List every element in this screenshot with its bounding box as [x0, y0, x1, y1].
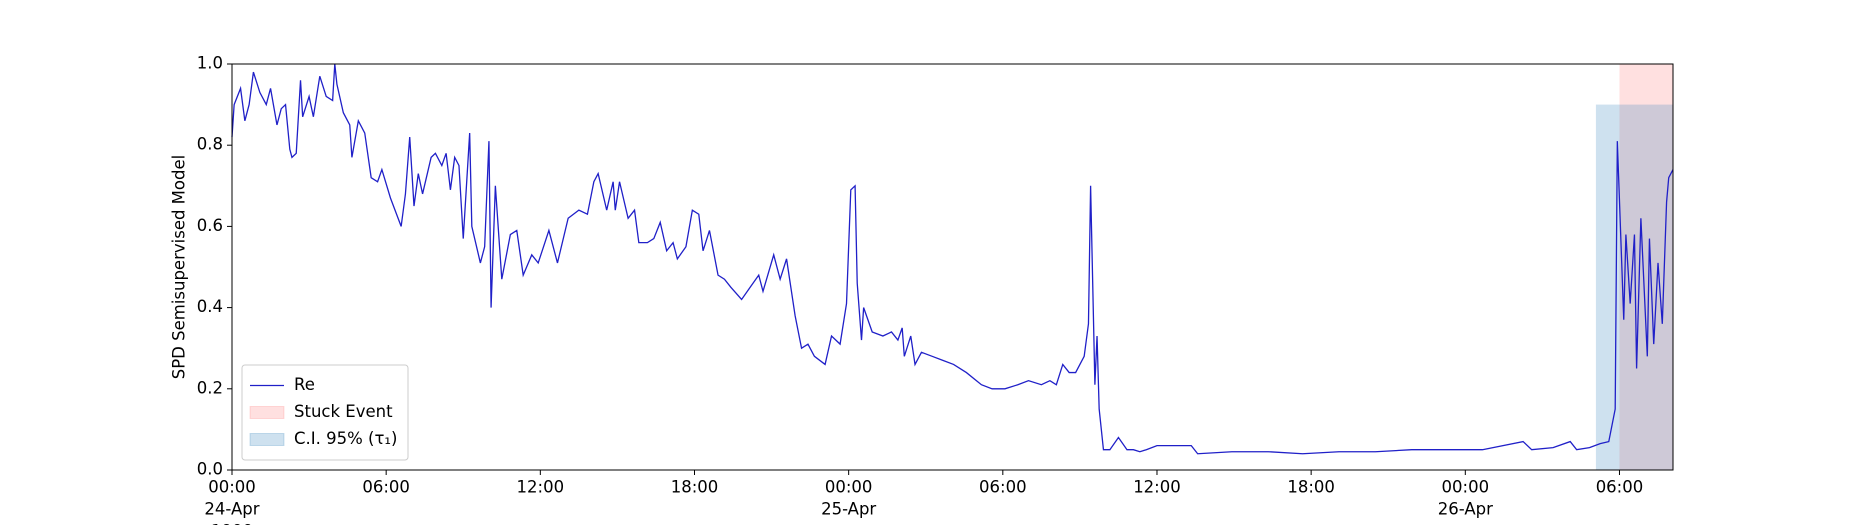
- line: [231, 63, 1674, 455]
- legend-patch: [249, 406, 285, 419]
- x-tick-label: 12:00: [517, 478, 565, 497]
- x-tick-label: 00:00: [208, 478, 256, 497]
- x-date-label: 24-Apr: [204, 500, 259, 519]
- y-tick-label: 0.6: [197, 216, 223, 235]
- y-tick-label: 1.0: [197, 54, 223, 73]
- x-tick-label: 06:00: [979, 478, 1027, 497]
- y-tick-label: 0.0: [197, 460, 223, 479]
- legend-label: Re: [294, 375, 315, 394]
- x-date-label: 25-Apr: [821, 500, 876, 519]
- x-tick-label: 12:00: [1133, 478, 1181, 497]
- y-tick-label: 0.2: [197, 378, 223, 397]
- y-tick-label: 0.4: [197, 297, 223, 316]
- legend-box: [241, 364, 409, 461]
- x-tick-label: 06:00: [362, 478, 410, 497]
- x-tick-label: 18:00: [1287, 478, 1335, 497]
- legend: Re Stuck Event C.I. 95% (τ₁): [241, 364, 409, 461]
- y-tick-label: 0.8: [197, 135, 223, 154]
- legend-patch: [249, 433, 285, 446]
- x-date-label: 26-Apr: [1438, 500, 1493, 519]
- plot-frame: [231, 63, 1674, 471]
- legend-label: Stuck Event: [294, 402, 393, 421]
- legend-label: C.I. 95% (τ₁): [294, 429, 397, 448]
- span: [1595, 104, 1673, 470]
- y-axis-label: SPD Semisupervised Model: [170, 155, 189, 379]
- x-tick-label: 18:00: [671, 478, 719, 497]
- x-tick-label: 00:00: [1442, 478, 1490, 497]
- x-tick-label: 06:00: [1596, 478, 1644, 497]
- x-tick-label: 00:00: [825, 478, 873, 497]
- x-year-label: 1900: [211, 522, 253, 525]
